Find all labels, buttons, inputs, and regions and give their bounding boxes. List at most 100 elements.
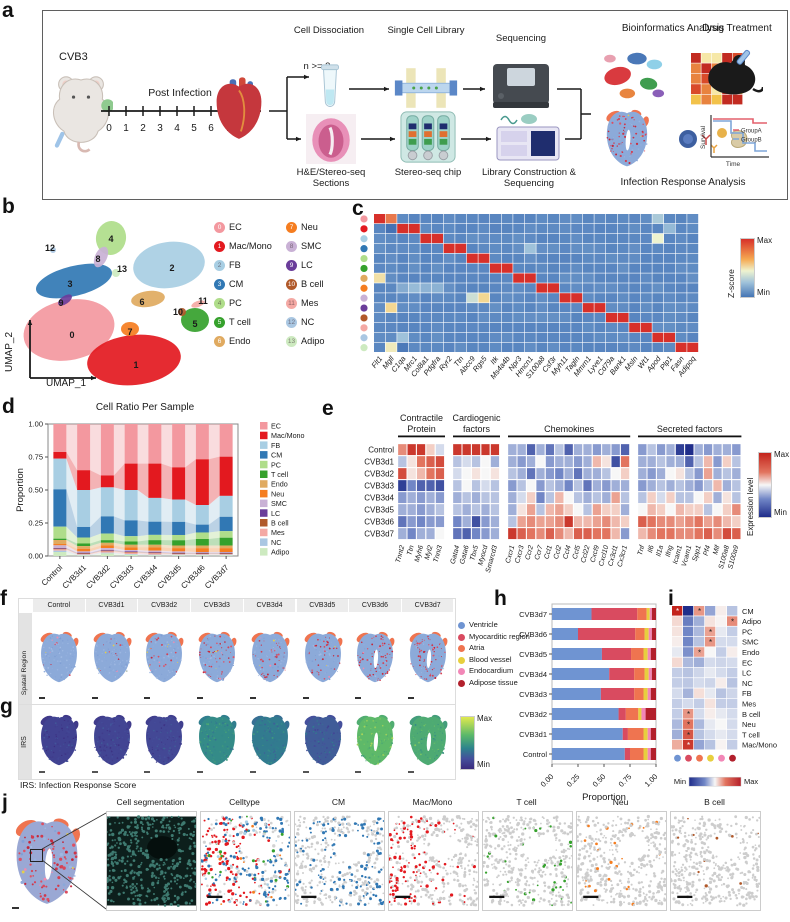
j-dot xyxy=(428,859,431,862)
j-dot xyxy=(249,891,252,894)
e-heatmap-cell xyxy=(637,455,647,468)
speckle-dot xyxy=(156,638,159,641)
h-bar-segment xyxy=(648,628,652,640)
speckle-dot xyxy=(274,675,277,677)
speckle-dot xyxy=(336,671,338,672)
heatmap-cell xyxy=(397,283,409,293)
speckle-dot xyxy=(431,643,433,645)
legend-number: 10 xyxy=(287,281,296,288)
speckle-dot xyxy=(333,645,336,648)
heatmap-cell xyxy=(629,313,641,323)
speckle-dot xyxy=(54,867,58,871)
j-dot xyxy=(375,882,379,886)
heatmap-cell xyxy=(466,214,478,224)
speckle-dot xyxy=(40,880,43,883)
speckle-dot xyxy=(323,750,325,752)
speckle-dot xyxy=(64,850,68,854)
e-heatmap-cell xyxy=(435,515,445,528)
j-dot xyxy=(225,876,229,880)
bar-segment xyxy=(195,548,209,553)
speckle-dot xyxy=(97,672,100,674)
e-gene-label: Cxcl9 xyxy=(590,545,601,564)
j-dot xyxy=(325,839,328,841)
speckle-dot xyxy=(316,720,318,722)
speckle-dot xyxy=(413,730,415,732)
speckle-dot xyxy=(162,718,165,721)
legend-number: 2 xyxy=(217,262,222,269)
heatmap-cell xyxy=(617,253,629,263)
speckle-dot xyxy=(280,733,283,736)
umap-y-axis-label: UMAP_2 xyxy=(4,331,15,372)
j-dot xyxy=(425,875,428,878)
j-dot xyxy=(365,829,369,833)
speckle-dot xyxy=(385,656,387,659)
e-heatmap-cell xyxy=(731,467,741,480)
j-dot xyxy=(151,881,155,885)
speckle-dot xyxy=(326,643,328,645)
arrow-head xyxy=(27,320,33,326)
speckle-dot xyxy=(410,742,412,744)
speckle-dot xyxy=(172,736,175,739)
speckle-dot xyxy=(382,644,384,647)
j-dot xyxy=(266,883,270,887)
speckle-dot xyxy=(370,728,372,730)
scale-bar xyxy=(249,771,256,773)
heatmap-cell xyxy=(455,214,467,224)
speckle-dot xyxy=(384,654,387,657)
speckle-dot xyxy=(33,839,36,842)
j-dot xyxy=(441,881,445,885)
speckle-dot xyxy=(75,739,77,741)
e-heatmap-cell xyxy=(647,503,657,516)
speckle-dot xyxy=(337,743,340,746)
j-dot xyxy=(474,840,477,843)
bar-segment xyxy=(124,554,138,555)
speckle-dot xyxy=(112,652,114,655)
speckle-dot xyxy=(173,739,175,741)
j-dot xyxy=(222,835,225,839)
j-dot xyxy=(462,902,466,906)
j-dot xyxy=(132,876,135,880)
speckle-dot xyxy=(51,843,54,846)
e-heatmap-cell xyxy=(416,503,426,516)
umap-cluster-Endo xyxy=(131,290,165,308)
speckle-dot xyxy=(120,749,122,751)
speckle-dot xyxy=(214,738,217,741)
e-heatmap-cell xyxy=(611,479,621,492)
speckle-dot xyxy=(217,638,220,641)
j-dot xyxy=(276,816,280,820)
speckle-dot xyxy=(162,679,164,681)
j-dot xyxy=(359,900,362,903)
speckle-dot xyxy=(325,650,328,653)
e-heatmap-cell xyxy=(545,515,555,528)
speckle-dot xyxy=(360,750,363,752)
speckle-dot xyxy=(321,654,323,656)
speckle-dot xyxy=(115,672,117,675)
speckle-dot xyxy=(310,671,313,674)
j-dot xyxy=(108,874,111,878)
j-dot xyxy=(349,879,352,882)
post-infection-label: Post Infection xyxy=(148,87,212,99)
speckle-dot xyxy=(98,745,101,748)
speckle-dot xyxy=(59,662,62,664)
speckle-dot xyxy=(116,757,118,759)
j-dot xyxy=(409,876,412,879)
speckle-dot xyxy=(54,722,57,724)
speckle-dot xyxy=(168,667,171,670)
speckle-dot xyxy=(372,736,375,738)
j-dot xyxy=(337,862,340,865)
speckle-dot xyxy=(58,648,61,651)
speckle-dot xyxy=(123,734,126,737)
j-dot xyxy=(207,871,211,875)
x-tick-label: CVB3d1 xyxy=(61,563,89,591)
speckle-dot xyxy=(206,667,209,670)
speckle-dot xyxy=(373,640,376,643)
heatmap-cell xyxy=(501,273,513,283)
speckle-dot xyxy=(163,724,166,727)
heatmap-cell xyxy=(443,322,455,333)
speckle-dot xyxy=(310,740,311,742)
speckle-dot xyxy=(388,669,391,671)
speckle-dot xyxy=(71,743,73,745)
j-dot xyxy=(437,821,441,825)
flow-ribbon xyxy=(208,531,220,540)
e-heatmap-cell xyxy=(507,479,517,492)
